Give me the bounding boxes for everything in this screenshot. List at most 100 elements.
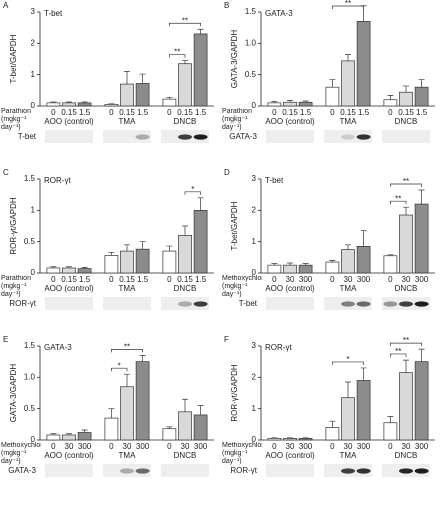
blot-label: T-bet — [239, 299, 258, 308]
significance-bracket — [169, 54, 186, 58]
blot-band — [341, 134, 355, 140]
error-bar — [360, 230, 367, 247]
error-bar — [418, 189, 425, 205]
bar — [399, 91, 413, 107]
y-axis-label: GATA-3/GAPDH — [230, 30, 239, 89]
dose-label: 300 — [194, 442, 208, 451]
error-bar — [302, 437, 309, 439]
error-bar — [418, 79, 425, 88]
dose-label: 0.15 — [398, 108, 414, 117]
dose-label: 0.15 — [61, 108, 77, 117]
dose-label: 0.15 — [119, 275, 135, 284]
y-tick-label: 1 — [31, 205, 36, 214]
dose-label: 300 — [415, 442, 429, 451]
dose-axis-text: Parathion (mgkg⁻¹ day⁻¹) — [1, 108, 31, 131]
blot-strip — [266, 464, 314, 477]
bar — [135, 248, 150, 274]
y-axis-label: ROR-γt/GAPDH — [9, 197, 18, 255]
bar — [414, 361, 429, 441]
error-bar — [182, 60, 188, 64]
blot-band — [383, 301, 398, 307]
error-bar — [345, 381, 351, 398]
error-bar — [197, 197, 204, 211]
dose-label: 0 — [167, 108, 172, 117]
dose-label: 300 — [357, 275, 371, 284]
significance-label: ** — [174, 48, 180, 57]
blot-band — [341, 301, 355, 307]
y-tick-label: 2 — [252, 205, 257, 214]
group-label: TMA — [119, 451, 137, 460]
y-tick-label: 0 — [252, 101, 257, 110]
error-bar — [108, 408, 115, 419]
dose-label: 300 — [299, 275, 313, 284]
y-tick-label: 1 — [252, 237, 257, 246]
dose-label: 30 — [286, 442, 295, 451]
dose-label: 0 — [167, 442, 172, 451]
chart-title: T-bet — [265, 176, 284, 185]
blot-strip — [45, 464, 93, 477]
y-tick-label: 1.5 — [24, 341, 36, 350]
blot-band — [193, 134, 208, 140]
blot-strip — [161, 297, 209, 310]
dose-axis-text: Parathion (mgkg⁻¹ day⁻¹) — [222, 108, 252, 131]
bar — [77, 432, 92, 441]
bar — [120, 386, 134, 441]
error-bar — [302, 263, 309, 266]
significance-label: * — [118, 361, 121, 370]
dose-label: 1.5 — [358, 108, 370, 117]
dose-label: 0 — [51, 442, 56, 451]
bar — [283, 264, 297, 274]
error-bar — [124, 71, 130, 85]
dose-label: 30 — [402, 442, 411, 451]
dose-label: 30 — [344, 275, 353, 284]
significance-label: ** — [345, 0, 351, 8]
dose-axis-label: Methoxychlor (mgkg⁻¹ day⁻¹) — [222, 275, 262, 298]
chart-title: ROR-γt — [265, 343, 292, 352]
significance-label: * — [346, 355, 349, 364]
dose-label: 0 — [109, 108, 114, 117]
dose-label: 1.5 — [137, 108, 149, 117]
blot-band — [356, 468, 371, 474]
group-label: DNCB — [174, 451, 197, 460]
bar — [383, 422, 398, 441]
blot-label: T-bet — [18, 132, 37, 141]
error-bar — [108, 103, 115, 105]
dose-label: 1.5 — [79, 275, 91, 284]
bar — [341, 397, 355, 441]
significance-label: ** — [403, 177, 409, 186]
dose-axis-label: Parathion (mgkg⁻¹ day⁻¹) — [1, 108, 31, 131]
chart-title: T-bet — [44, 9, 63, 18]
blot-strip — [45, 130, 93, 143]
bar — [298, 101, 313, 107]
dose-label: 300 — [299, 442, 313, 451]
significance-label: ** — [124, 343, 130, 352]
dose-label: 30 — [65, 442, 74, 451]
group-label: DNCB — [395, 451, 418, 460]
bar — [341, 249, 355, 274]
y-tick-label: 1.0 — [24, 372, 36, 381]
error-bar — [166, 97, 173, 100]
significance-bracket — [184, 191, 201, 195]
error-bar — [403, 206, 409, 216]
dose-label: 300 — [415, 275, 429, 284]
significance-label: * — [191, 185, 194, 194]
dose-axis-label: Parathion (mgkg⁻¹ day⁻¹) — [222, 108, 252, 131]
dose-label: 0 — [109, 275, 114, 284]
dose-axis-text: Methoxychlor (mgkg⁻¹ day⁻¹) — [222, 275, 262, 298]
blot-strip — [266, 130, 314, 143]
dose-label: 30 — [344, 442, 353, 451]
error-bar — [287, 100, 293, 103]
y-tick-label: 1.0 — [245, 38, 257, 47]
bar — [298, 438, 313, 441]
significance-bracket — [390, 353, 407, 357]
group-label: AOO (control) — [265, 284, 315, 293]
bar — [46, 102, 61, 107]
dose-label: 1.5 — [416, 108, 428, 117]
dose-label: 1.5 — [79, 108, 91, 117]
bar — [162, 250, 177, 274]
significance-bracket — [169, 22, 201, 27]
error-bar — [345, 54, 351, 61]
blot-band — [414, 301, 429, 307]
dose-axis-label: Parathion (mgkg⁻¹ day⁻¹) — [1, 275, 31, 298]
dose-label: 0.15 — [282, 108, 298, 117]
